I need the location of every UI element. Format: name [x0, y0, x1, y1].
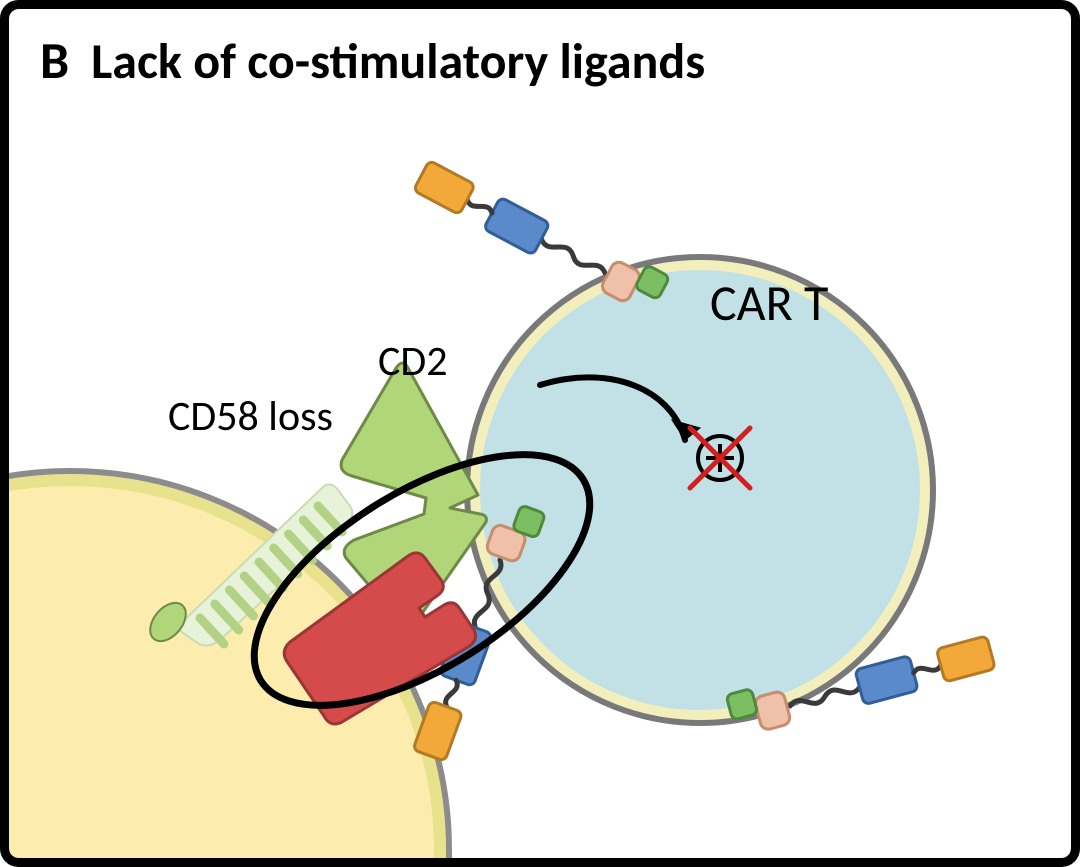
no-signal-icon [690, 428, 750, 488]
cd58-label: CD58 loss [168, 391, 333, 442]
diagram-svg: BLack of co-stimulatory ligands CAR T CD2 C… [0, 0, 1080, 867]
car-t-cell [467, 257, 933, 723]
car-t-label: CAR T [710, 273, 828, 334]
diagram-frame: BLack of co-stimulatory ligands CAR T CD2 C… [0, 0, 1080, 867]
cd2-label: CD2 [378, 336, 448, 387]
panel-title: BLack of co-stimulatory ligands [40, 28, 705, 92]
